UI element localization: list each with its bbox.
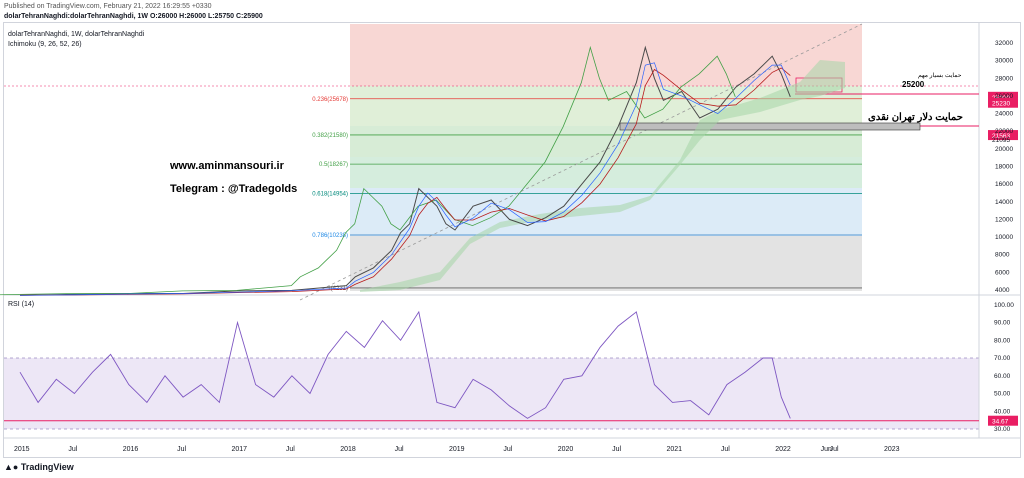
rsi-axis-tick: 50.00 [994,391,1011,398]
price-axis-tick: 10000 [995,234,1013,241]
price-badge-label: 25230 [992,101,1010,108]
price-axis-tick: 18000 [995,164,1013,171]
chart-legend-title: dolarTehranNaghdi, 1W, dolarTehranNaghdi [8,31,145,38]
price-axis-tick: 26000 [995,93,1013,100]
price-axis-tick: 30000 [995,58,1013,65]
fib-zone-786-1 [350,234,862,291]
time-axis-label: 2016 [123,446,139,453]
tradingview-footer[interactable]: ▲● TradingView [4,462,74,472]
price-axis-tick: 4000 [995,287,1010,294]
chart-frame [3,22,1021,458]
time-axis-label: 2019 [449,446,465,453]
fib-level-label: 0.618(14954) [312,191,348,197]
rsi-axis-tick: 80.00 [994,337,1011,344]
price-line [19,45,791,296]
tradingview-brand: TradingView [20,462,74,472]
trend-line [299,23,863,301]
price-axis-tick: 28000 [995,75,1013,82]
time-axis-label: Jul [286,446,295,453]
price-axis-tick: 6000 [995,269,1010,276]
price-axis-tick: 8000 [995,252,1010,259]
tradingview-logo-icon: ▲● [4,462,19,472]
time-axis-label: 2020 [558,446,574,453]
price-axis-tick: 16000 [995,181,1013,188]
rsi-current-label: 34.67 [992,419,1009,426]
rsi-axis-tick: 40.00 [994,408,1011,415]
rsi-band [4,358,979,429]
publish-info: Published on TradingView.com, February 2… [4,3,212,10]
chikou-span-line [0,45,736,296]
time-axis-label: Jul [721,446,730,453]
time-axis-label: 2018 [340,446,356,453]
rsi-axis-tick: 70.00 [994,355,1011,362]
price-badge-label: 21563 [992,133,1010,140]
symbol-ohlc-line: dolarTehranNaghdi:dolarTehranNaghdi, 1W … [4,13,263,20]
time-axis-label: 2021 [667,446,683,453]
price-axis-tick: 12000 [995,216,1013,223]
time-axis-label: Jul [68,446,77,453]
price-badge-label: 21095 [992,137,1010,144]
support-box [619,122,921,131]
fib-level-label: 0.5(18267) [319,162,348,168]
tenkan-sen-line [19,62,791,296]
fib-level-label: 0.786(10238) [312,233,348,239]
telegram-watermark: Telegram : @Tradegolds [170,183,298,195]
time-axis-label: Jul [612,446,621,453]
time-axis-label: 2022 [775,446,791,453]
fib-level-label: 1(4231) [327,286,348,292]
fib-zone-0-236 [350,24,862,86]
rsi-axis-tick: 100.00 [994,302,1014,309]
time-axis-label: 2017 [232,446,248,453]
price-badge [988,91,1018,102]
fibonacci-zones [350,24,862,291]
price-badge [988,130,1018,141]
fibonacci-lines: 0.236(25678) 0.382(21580) 0.5(18267) 0.618(… [312,97,862,292]
rsi-axis-tick: 30.00 [994,426,1011,433]
ichimoku-legend[interactable]: Ichimoku (9, 26, 52, 26) [8,41,82,48]
time-axis-label: Jul [177,446,186,453]
time-axis-label: Jun [821,446,832,453]
axis-layer: 4000 6000 8000 10000 12000 14000 16000 18000 200… [14,40,1014,453]
rsi-axis-tick: 60.00 [994,373,1011,380]
price-axis-tick: 20000 [995,146,1013,153]
price-axis-tick: 32000 [995,40,1013,47]
price-axis-tick: 14000 [995,199,1013,206]
support-value-note: 25200 [902,80,925,89]
series-layer: 34.6725900252302156321095 [0,45,1018,426]
fib-zone-382-5 [350,126,862,157]
rsi-legend[interactable]: RSI (14) [8,301,35,308]
website-watermark: www.aminmansouri.ir [170,160,284,172]
time-axis-label: 2015 [14,446,30,453]
rsi-axis-tick: 90.00 [994,320,1011,327]
price-badge [988,97,1018,108]
ichimoku-cloud [360,60,845,292]
kijun-sen-line [19,67,791,296]
rsi-line [19,310,791,419]
time-axis-label: Jul [830,446,839,453]
time-axis-label: 2023 [884,446,900,453]
time-axis-label: Jul [395,446,404,453]
fib-level-label: 0.382(21580) [312,133,348,139]
fib-level-label: 0.236(25678) [312,97,348,103]
rsi-current-badge [988,415,1018,426]
price-axis-tick: 24000 [995,111,1013,118]
fib-zone-5-618 [350,157,862,188]
price-axis-tick: 22000 [995,128,1013,135]
support-important-note: حمایت بسیار مهم [918,73,962,79]
support-cash-note: حمایت دلار تهران نقدی [868,112,963,123]
time-axis-label: Jul [503,446,512,453]
